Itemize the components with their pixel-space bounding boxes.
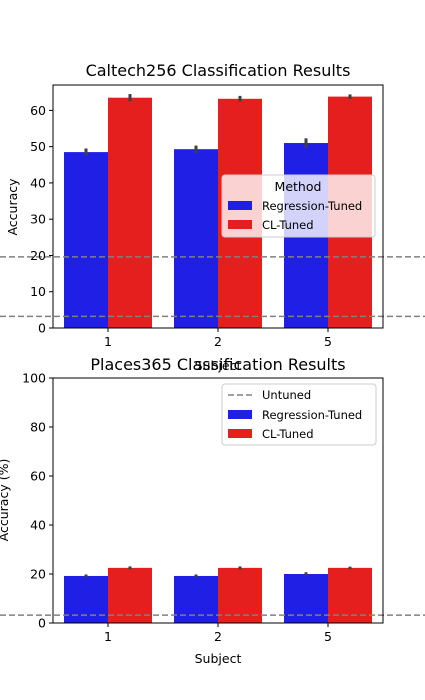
places365-legend-label-cl: CL-Tuned bbox=[262, 427, 314, 441]
places365-bar-cl-subject-2 bbox=[218, 567, 262, 623]
caltech256-bar-cl-subject-1 bbox=[108, 97, 152, 328]
places365-title: Places365 Classification Results bbox=[90, 355, 345, 374]
places365-chart: 0 20 40 60 80 100 1 2 5 Places365 Classificatio… bbox=[0, 355, 425, 666]
caltech256-legend-label-cl: CL-Tuned bbox=[262, 218, 314, 232]
places365-y-tick-label: 60 bbox=[30, 469, 46, 484]
places365-bar-regression-subject-2 bbox=[174, 575, 218, 623]
places365-x-ticks: 1 2 5 bbox=[104, 623, 332, 644]
caltech256-bar-regression-subject-1 bbox=[64, 152, 108, 328]
caltech256-y-tick-label: 10 bbox=[30, 284, 46, 299]
caltech256-chart: 0 10 20 30 40 50 60 1 2 5 Caltech256 Classificat… bbox=[0, 61, 425, 373]
places365-y-tick-label: 0 bbox=[38, 616, 46, 631]
caltech256-y-tick-label: 50 bbox=[30, 139, 46, 154]
places365-x-axis-label: Subject bbox=[195, 651, 242, 666]
places365-legend-label-untuned: Untuned bbox=[262, 388, 311, 402]
caltech256-y-tick-label: 40 bbox=[30, 175, 46, 190]
places365-bar-cl-subject-1 bbox=[108, 567, 152, 623]
places365-y-ticks: 0 20 40 60 80 100 bbox=[22, 371, 53, 631]
caltech256-legend-label-regression: Regression-Tuned bbox=[262, 199, 362, 213]
caltech256-error-bars bbox=[84, 94, 352, 156]
caltech256-title: Caltech256 Classification Results bbox=[86, 61, 351, 80]
places365-legend-box bbox=[221, 383, 377, 446]
caltech256-y-ticks: 0 10 20 30 40 50 60 bbox=[30, 103, 53, 336]
places365-x-tick-label: 1 bbox=[104, 629, 112, 644]
places365-legend-swatch-cl bbox=[228, 429, 252, 438]
places365-y-tick-label: 20 bbox=[30, 567, 46, 582]
caltech256-y-tick-label: 0 bbox=[38, 321, 46, 336]
caltech256-reference-lines bbox=[0, 256, 425, 318]
caltech256-legend-swatch-regression bbox=[228, 201, 252, 210]
caltech256-x-tick-label: 1 bbox=[104, 334, 112, 349]
places365-x-tick-label: 5 bbox=[324, 629, 332, 644]
places365-legend-label-regression: Regression-Tuned bbox=[262, 408, 362, 422]
caltech256-x-tick-label: 5 bbox=[324, 334, 332, 349]
caltech256-bar-regression-subject-2 bbox=[174, 149, 218, 328]
caltech256-legend: Method Regression-Tuned CL-Tuned bbox=[221, 174, 376, 238]
places365-y-tick-label: 100 bbox=[22, 371, 46, 386]
caltech256-y-axis-label: Accuracy bbox=[5, 178, 20, 236]
places365-error-bars bbox=[84, 566, 352, 578]
places365-bars bbox=[64, 567, 372, 623]
caltech256-x-tick-label: 2 bbox=[214, 334, 222, 349]
caltech256-y-tick-label: 20 bbox=[30, 248, 46, 263]
caltech256-y-tick-label: 60 bbox=[30, 103, 46, 118]
caltech256-legend-title: Method bbox=[275, 179, 322, 194]
places365-legend: Untuned Regression-Tuned CL-Tuned bbox=[221, 383, 377, 446]
places365-x-tick-label: 2 bbox=[214, 629, 222, 644]
caltech256-x-axis-label: Subject bbox=[195, 358, 242, 373]
places365-bar-regression-subject-1 bbox=[64, 575, 108, 623]
caltech256-x-ticks: 1 2 5 bbox=[104, 328, 332, 349]
caltech256-y-tick-label: 30 bbox=[30, 212, 46, 227]
caltech256-legend-swatch-cl bbox=[228, 220, 252, 229]
places365-legend-swatch-regression bbox=[228, 410, 252, 419]
places365-y-axis-label: Accuracy (%) bbox=[0, 459, 11, 542]
places365-y-tick-label: 40 bbox=[30, 518, 46, 533]
places365-y-tick-label: 80 bbox=[30, 420, 46, 435]
places365-bar-cl-subject-5 bbox=[328, 567, 372, 623]
caltech256-legend-box bbox=[221, 174, 376, 238]
